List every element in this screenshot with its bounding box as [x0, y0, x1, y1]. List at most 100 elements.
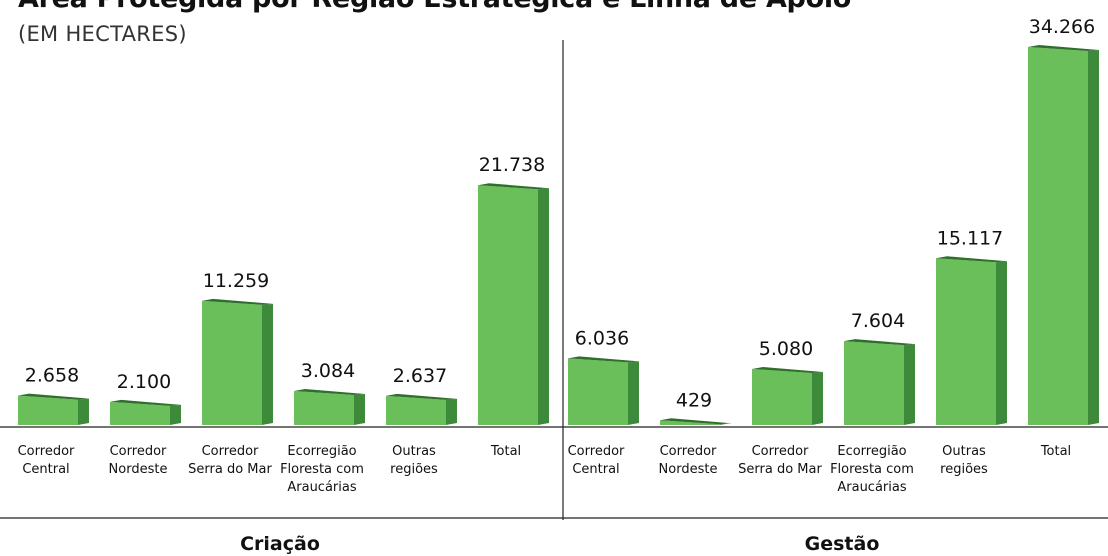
category-label: Outras regiões — [940, 444, 988, 477]
bar-top — [386, 393, 457, 400]
bar-side — [446, 398, 457, 425]
category-label-line: Ecorregião — [837, 444, 906, 459]
category-label-line: Araucárias — [837, 480, 906, 495]
value-label: 34.266 — [1029, 16, 1095, 38]
bar — [202, 298, 273, 425]
bar-top — [202, 298, 273, 305]
value-label: 3.084 — [301, 360, 355, 382]
chart-subtitle: (EM HECTARES) — [18, 22, 187, 46]
category-label-line: Floresta com — [830, 462, 914, 477]
bar — [110, 399, 181, 425]
value-label: 7.604 — [851, 310, 905, 332]
value-label: 11.259 — [203, 270, 269, 292]
chart-title: Área Protegida por Região Estratégica e … — [18, 0, 851, 14]
value-label: 2.100 — [117, 371, 171, 393]
category-label-line: regiões — [940, 462, 988, 477]
category-label-line: Corredor — [202, 444, 259, 459]
bar-front — [478, 185, 538, 425]
bar-top — [844, 339, 915, 346]
category-label-line: Ecorregião — [287, 444, 356, 459]
category-label: Corredor Central — [18, 444, 75, 477]
bar — [478, 183, 549, 425]
category-label-line: Floresta com — [280, 462, 364, 477]
bar-side — [170, 404, 181, 425]
category-label-line: Corredor — [660, 444, 717, 459]
bar-front — [660, 420, 720, 425]
category-label: Corredor Serra do Mar — [188, 444, 272, 477]
bar-side — [354, 393, 365, 425]
category-label-line: Total — [490, 444, 521, 459]
category-label-line: Outras — [392, 444, 436, 459]
category-label-line: Central — [22, 462, 69, 477]
bar-front — [936, 258, 996, 425]
bar-top — [752, 366, 823, 373]
category-label: Outras regiões — [390, 444, 438, 477]
bar-side — [262, 303, 273, 425]
category-label: Corredor Nordeste — [659, 444, 718, 477]
bar — [660, 418, 731, 425]
bar-top — [18, 393, 89, 400]
category-label-line: Corredor — [568, 444, 625, 459]
category-label: Corredor Serra do Mar — [738, 444, 822, 477]
category-label-line: Nordeste — [659, 462, 718, 477]
bar — [752, 366, 823, 425]
bar-top — [294, 388, 365, 395]
category-label: Total — [490, 444, 521, 459]
bar-top — [660, 418, 731, 425]
bar — [568, 356, 639, 425]
bar-top — [1028, 45, 1099, 52]
category-label-line: Corredor — [18, 444, 75, 459]
category-label-line: Nordeste — [109, 462, 168, 477]
value-label: 5.080 — [759, 338, 813, 360]
bar — [936, 256, 1007, 425]
group-label: Criação — [240, 533, 320, 555]
category-label: Ecorregião Floresta com Araucárias — [280, 444, 364, 495]
bar-side — [904, 344, 915, 425]
bar-front — [752, 368, 812, 425]
category-label: Corredor Nordeste — [109, 444, 168, 477]
category-label: Corredor Central — [568, 444, 625, 477]
category-label-line: Serra do Mar — [188, 462, 272, 477]
category-label: Ecorregião Floresta com Araucárias — [830, 444, 914, 495]
category-label-line: Corredor — [752, 444, 809, 459]
bar-top — [936, 256, 1007, 263]
bar — [386, 393, 457, 425]
bar — [18, 393, 89, 425]
bar — [294, 388, 365, 425]
bar-side — [1088, 50, 1099, 425]
bar-top — [110, 399, 181, 406]
bar-front — [386, 395, 446, 425]
bar-front — [294, 390, 354, 425]
bar-front — [18, 395, 78, 425]
category-label-line: Total — [1040, 444, 1071, 459]
bar-top — [478, 183, 549, 190]
bar-side — [538, 188, 549, 425]
category-label-line: Outras — [942, 444, 986, 459]
bar-side — [628, 361, 639, 425]
value-label: 2.658 — [25, 365, 79, 387]
value-label: 429 — [676, 389, 712, 411]
bar-front — [844, 341, 904, 425]
category-label-line: Serra do Mar — [738, 462, 822, 477]
value-label: 15.117 — [937, 227, 1003, 249]
bar-front — [568, 358, 628, 425]
group-label: Gestão — [805, 533, 880, 555]
category-label: Total — [1040, 444, 1071, 459]
bar-front — [110, 401, 170, 425]
bar-side — [996, 261, 1007, 425]
value-label: 21.738 — [479, 154, 545, 176]
bar-side — [78, 398, 89, 425]
bar-side — [812, 371, 823, 425]
category-label-line: Corredor — [110, 444, 167, 459]
bar — [1028, 45, 1099, 425]
bar — [844, 339, 915, 425]
bar-top — [568, 356, 639, 363]
bar-front — [202, 300, 262, 425]
value-label: 2.637 — [393, 365, 447, 387]
bar-front — [1028, 47, 1088, 425]
category-label-line: regiões — [390, 462, 438, 477]
category-label-line: Central — [572, 462, 619, 477]
value-label: 6.036 — [575, 327, 629, 349]
category-label-line: Araucárias — [287, 480, 356, 495]
